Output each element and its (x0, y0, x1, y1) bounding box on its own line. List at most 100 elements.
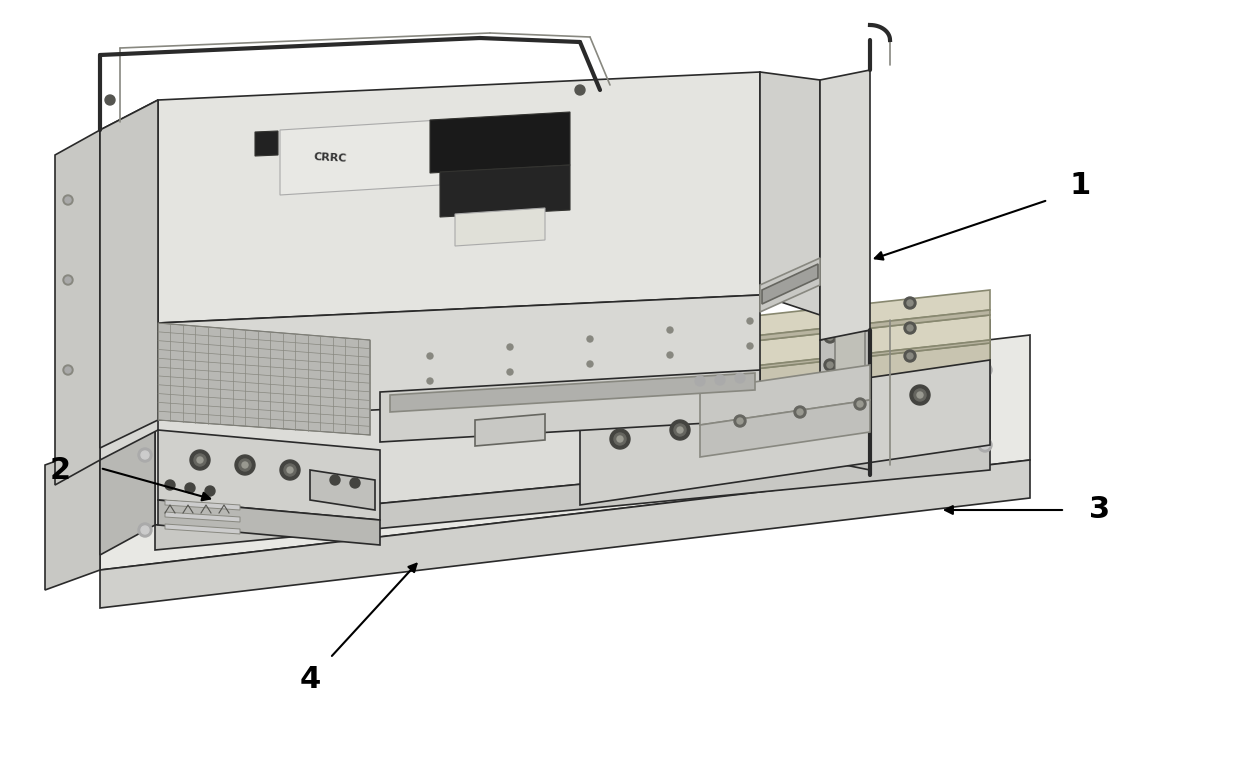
Polygon shape (401, 343, 990, 430)
Circle shape (981, 441, 990, 449)
Polygon shape (401, 310, 990, 380)
Polygon shape (100, 335, 1030, 570)
Polygon shape (55, 130, 100, 485)
Circle shape (825, 331, 836, 343)
Circle shape (677, 427, 683, 433)
Polygon shape (820, 330, 870, 470)
Polygon shape (165, 524, 241, 534)
Circle shape (904, 297, 916, 309)
Circle shape (63, 365, 73, 375)
Circle shape (424, 375, 436, 387)
Circle shape (744, 315, 756, 327)
Circle shape (587, 361, 593, 367)
Polygon shape (401, 290, 990, 375)
Circle shape (138, 523, 153, 537)
Circle shape (904, 322, 916, 334)
Circle shape (827, 362, 833, 368)
Polygon shape (157, 430, 379, 520)
Circle shape (849, 394, 870, 414)
Text: 1: 1 (1069, 171, 1091, 199)
Circle shape (825, 306, 836, 318)
Polygon shape (701, 400, 870, 457)
Circle shape (790, 402, 810, 422)
Circle shape (910, 385, 930, 405)
Circle shape (978, 438, 992, 452)
Circle shape (503, 394, 516, 406)
Circle shape (185, 483, 195, 493)
Circle shape (197, 457, 203, 463)
Circle shape (667, 327, 673, 333)
Circle shape (507, 397, 513, 403)
Circle shape (424, 350, 436, 362)
Circle shape (906, 325, 913, 331)
Circle shape (587, 389, 593, 395)
Polygon shape (157, 323, 370, 435)
Circle shape (978, 363, 992, 377)
Polygon shape (475, 414, 546, 446)
Polygon shape (701, 365, 870, 425)
Polygon shape (155, 445, 990, 550)
Circle shape (193, 454, 206, 466)
Circle shape (746, 371, 753, 377)
Circle shape (424, 403, 436, 415)
Polygon shape (157, 295, 760, 420)
Circle shape (825, 359, 836, 371)
Circle shape (827, 309, 833, 315)
Circle shape (64, 367, 71, 373)
Circle shape (190, 450, 210, 470)
Text: CRRC: CRRC (314, 152, 347, 164)
Circle shape (906, 353, 913, 359)
Text: 3: 3 (1090, 495, 1111, 525)
Circle shape (715, 375, 725, 385)
Circle shape (63, 195, 73, 205)
Circle shape (63, 275, 73, 285)
Circle shape (730, 411, 750, 431)
Circle shape (236, 455, 255, 475)
Circle shape (141, 451, 149, 459)
Polygon shape (455, 208, 546, 246)
Circle shape (667, 352, 673, 358)
Circle shape (105, 95, 115, 105)
Polygon shape (835, 297, 866, 375)
Polygon shape (440, 165, 570, 217)
Circle shape (735, 373, 745, 383)
Circle shape (64, 197, 71, 203)
Polygon shape (763, 264, 818, 304)
Circle shape (663, 349, 676, 361)
Circle shape (584, 358, 596, 370)
Circle shape (587, 336, 593, 342)
Circle shape (914, 389, 926, 401)
Circle shape (330, 475, 340, 485)
Polygon shape (760, 258, 820, 312)
Circle shape (744, 368, 756, 380)
Circle shape (854, 398, 866, 410)
Polygon shape (485, 335, 515, 413)
Polygon shape (760, 72, 820, 315)
Text: 4: 4 (299, 666, 321, 694)
Circle shape (918, 392, 923, 398)
Circle shape (507, 369, 513, 375)
Polygon shape (379, 370, 760, 442)
Circle shape (670, 420, 689, 440)
Circle shape (610, 429, 630, 449)
Circle shape (797, 409, 804, 415)
Circle shape (663, 324, 676, 336)
Circle shape (667, 380, 673, 386)
Circle shape (284, 464, 296, 476)
Circle shape (746, 318, 753, 324)
Polygon shape (684, 313, 715, 391)
Circle shape (575, 85, 585, 95)
Polygon shape (820, 70, 870, 340)
Circle shape (663, 377, 676, 389)
Circle shape (614, 433, 626, 445)
Text: 2: 2 (50, 455, 71, 485)
Circle shape (737, 418, 743, 424)
Circle shape (165, 480, 175, 490)
Circle shape (350, 478, 360, 488)
Circle shape (794, 406, 806, 418)
Circle shape (427, 378, 433, 384)
Circle shape (503, 366, 516, 378)
Circle shape (503, 341, 516, 353)
Polygon shape (401, 340, 990, 408)
Circle shape (427, 353, 433, 359)
